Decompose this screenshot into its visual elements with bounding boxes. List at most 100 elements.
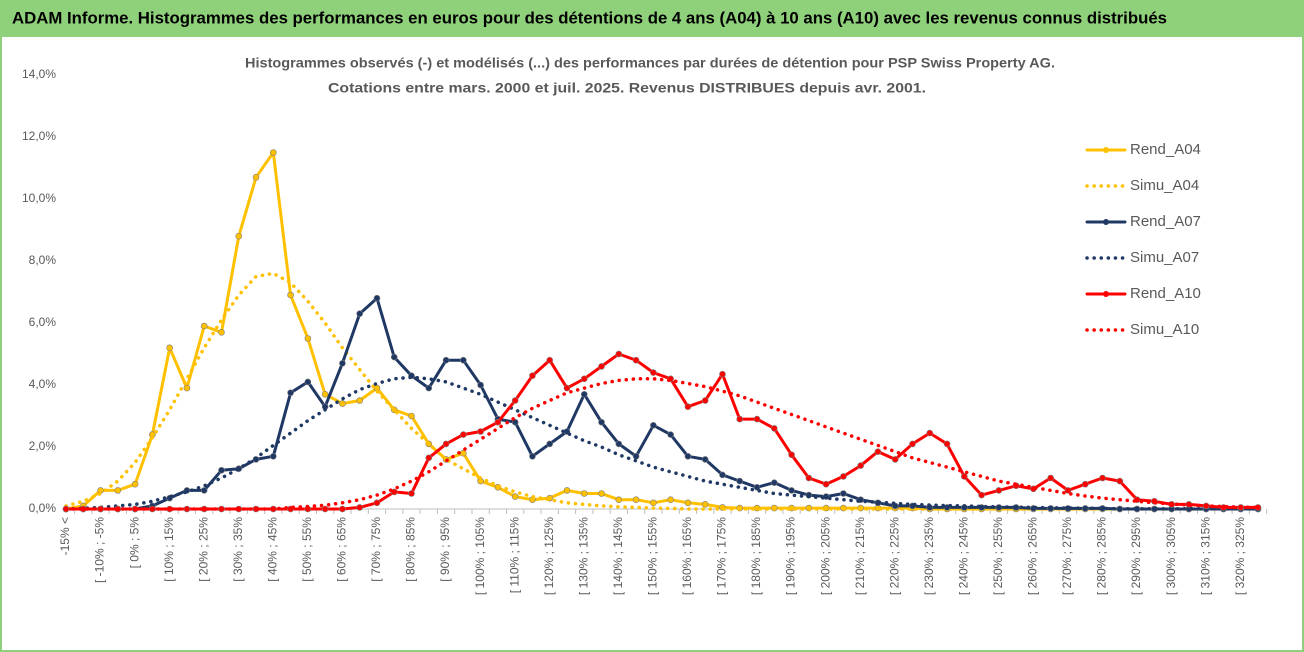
series-line (64, 296, 1260, 511)
data-point (753, 415, 761, 423)
data-point (667, 431, 674, 438)
legend-label: Rend_A04 (1130, 141, 1201, 158)
data-point (770, 479, 778, 486)
data-point (425, 384, 433, 392)
data-point (563, 384, 571, 392)
data-point (719, 370, 726, 378)
data-point (1099, 474, 1106, 482)
legend-label: Simu_A07 (1130, 249, 1199, 266)
x-tick-label: [ 90% ; 95% (438, 517, 452, 582)
data-point (235, 232, 243, 240)
data-point (598, 418, 605, 426)
x-tick-label: [ 180% ; 185% (749, 517, 763, 595)
x-tick-label: [ 320% ; 325% (1233, 517, 1247, 595)
data-point (200, 322, 208, 330)
header-bar (1, 1, 1303, 37)
x-tick-label: [ 220% ; 225% (887, 517, 901, 595)
x-tick-label: [ 130% ; 135% (576, 517, 590, 595)
y-tick-label: 10,0% (22, 191, 56, 205)
data-point (840, 473, 847, 480)
data-point (477, 428, 484, 435)
data-point (166, 344, 173, 352)
x-tick-label: [ 40% ; 45% (265, 517, 279, 582)
data-point (684, 499, 692, 507)
x-tick-label: [ 60% ; 65% (335, 517, 349, 582)
data-point (356, 310, 363, 318)
data-point (460, 449, 467, 457)
data-point (1047, 474, 1054, 482)
data-point (511, 493, 519, 500)
legend-label: Simu_A10 (1130, 321, 1199, 338)
data-point (442, 440, 450, 448)
x-tick-label: [ 190% ; 195% (784, 517, 798, 595)
y-tick-label: 4,0% (29, 377, 57, 391)
data-point (563, 487, 571, 494)
data-point (1081, 480, 1089, 488)
x-tick-label: [ 20% ; 25% (196, 517, 210, 582)
data-point (287, 389, 294, 397)
legend-label: Rend_A10 (1130, 285, 1201, 302)
y-tick-label: 6,0% (29, 315, 57, 329)
y-tick-label: 0,0% (29, 501, 57, 515)
x-tick-label: [ 200% ; 205% (818, 517, 832, 595)
x-tick-label: [ 300% ; 305% (1164, 517, 1178, 595)
data-point (390, 353, 398, 361)
y-tick-label: 12,0% (22, 129, 56, 143)
x-tick-label: [ 80% ; 85% (404, 517, 418, 582)
data-point (356, 397, 363, 404)
legend-marker (1103, 219, 1109, 225)
data-point (183, 384, 191, 392)
x-tick-label: [ 100% ; 105% (473, 517, 487, 595)
data-point (529, 372, 536, 380)
y-tick-label: 2,0% (29, 439, 57, 453)
data-point (961, 473, 968, 480)
series-line (64, 375, 1260, 511)
data-point (511, 397, 519, 404)
data-point (529, 452, 536, 460)
x-tick-label: [ 30% ; 35% (231, 517, 245, 582)
data-point (270, 452, 277, 460)
header-title: ADAM Informe. Histogrammes des performan… (12, 8, 1167, 27)
data-point (580, 375, 588, 383)
legend-label: Rend_A07 (1130, 213, 1201, 230)
x-tick-label: [ 230% ; 235% (922, 517, 936, 595)
data-point (615, 496, 623, 504)
data-point (667, 496, 674, 504)
legend-marker (1103, 147, 1109, 153)
data-point (442, 356, 450, 364)
data-point (339, 359, 346, 367)
data-point (218, 466, 225, 474)
data-point (753, 483, 761, 491)
x-tick-label: [ 310% ; 315% (1198, 517, 1212, 595)
data-point (304, 378, 312, 386)
x-tick-label: [ 160% ; 165% (680, 517, 694, 595)
x-tick-label: [ 150% ; 155% (646, 517, 660, 595)
data-point (546, 356, 554, 364)
data-point (270, 149, 277, 156)
data-point (632, 452, 640, 460)
data-point (650, 421, 657, 429)
x-tick-label: [ 120% ; 125% (542, 517, 556, 595)
data-point (874, 448, 882, 455)
data-point (736, 415, 744, 423)
data-point (701, 501, 709, 508)
y-tick-label: 8,0% (29, 253, 57, 267)
data-point (701, 397, 709, 404)
data-point (97, 487, 104, 494)
chart-subtitle: Cotations entre mars. 2000 et juil. 2025… (328, 80, 926, 96)
x-tick-label: [ 50% ; 55% (300, 517, 314, 582)
data-point (788, 487, 795, 494)
y-tick-label: 14,0% (22, 67, 56, 81)
data-point (321, 390, 329, 398)
data-point (390, 488, 398, 496)
x-tick-label: [ 270% ; 275% (1060, 517, 1074, 595)
data-point (546, 440, 554, 448)
x-tick-label: [ -10% ; -5% (93, 517, 107, 583)
x-tick-label: [ 260% ; 265% (1026, 517, 1040, 595)
data-point (460, 356, 467, 364)
data-point (339, 505, 346, 513)
data-point (598, 490, 605, 497)
data-point (805, 474, 813, 482)
data-point (770, 425, 778, 432)
